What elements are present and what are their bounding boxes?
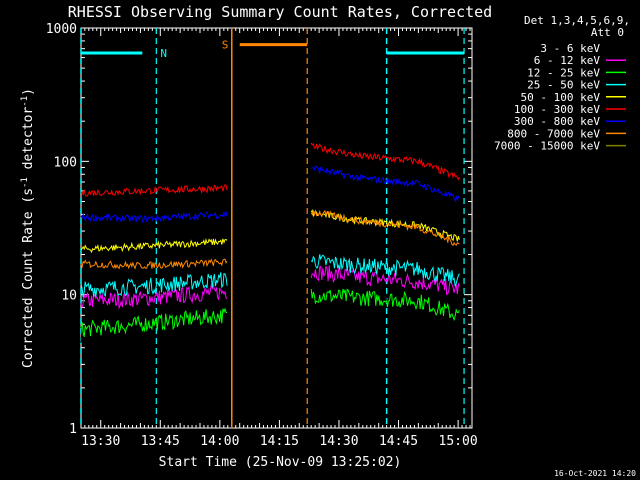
x-axis: 13:30 13:45 14:00 14:15 14:30 14:45 15:00 [81, 28, 478, 449]
series-trace-post [310, 276, 460, 317]
x-tick-label: 14:00 [200, 434, 239, 449]
series-trace-pre [80, 317, 228, 343]
legend-entry-label: 7000 - 15000 keV [494, 140, 600, 153]
series-trace-post [310, 209, 460, 242]
annotation-layer: NS [80, 28, 465, 428]
x-tick-label: 15:00 [439, 434, 478, 449]
y-tick-label: 10 [61, 289, 77, 304]
series-trace-post [310, 165, 460, 203]
legend-entry-label: 6 - 12 keV [534, 54, 601, 67]
y-tick-label: 1 [69, 422, 77, 437]
chart-title: RHESSI Observing Summary Count Rates, Co… [68, 3, 492, 21]
series-trace-pre [80, 258, 228, 270]
x-axis-label: Start Time (25-Nov-09 13:25:02) [159, 455, 402, 470]
x-tick-label: 14:30 [319, 434, 358, 449]
series-trace-pre [80, 210, 228, 223]
y-axis-label: Corrected Count Rate (s-1 detector-1) [20, 88, 36, 368]
legend-entry-label: 50 - 100 keV [521, 91, 601, 104]
legend-entry-label: 100 - 300 keV [514, 103, 600, 116]
series-trace-pre [80, 283, 228, 310]
series-trace-pre [80, 272, 228, 298]
saa-label: S [222, 39, 229, 52]
y-tick-label: 1000 [46, 22, 77, 37]
x-tick-label: 13:45 [141, 434, 180, 449]
legend-header-detectors: Det 1,3,4,5,6,9, [524, 14, 630, 27]
series-trace-post [310, 288, 460, 322]
plot-frame [80, 27, 473, 429]
series-trace-pre [80, 184, 228, 197]
legend-entry-label: 25 - 50 keV [527, 79, 600, 92]
legend-entry-label: 12 - 25 keV [527, 66, 600, 79]
series-trace-post [310, 254, 460, 287]
series-layer [80, 142, 460, 343]
x-tick-label: 13:30 [81, 434, 120, 449]
y-axis: 1 10 100 1000 [46, 22, 472, 437]
series-trace-pre [80, 307, 228, 338]
legend-entry-label: 800 - 7000 keV [507, 127, 600, 140]
x-tick-label: 14:15 [260, 434, 299, 449]
legend-entry-label: 3 - 6 keV [540, 42, 600, 55]
x-tick-label: 14:45 [379, 434, 418, 449]
legend-header-attenuator: Att 0 [591, 26, 624, 39]
footer-timestamp: 16-Oct-2021 14:20 [554, 469, 636, 478]
series-trace-post [310, 209, 460, 246]
series-trace-pre [80, 237, 228, 254]
legend-entry-label: 300 - 800 keV [514, 115, 600, 128]
y-tick-label: 100 [54, 155, 77, 170]
series-trace-post [310, 142, 460, 181]
night-label: N [160, 47, 167, 60]
series-trace-post [310, 264, 460, 296]
